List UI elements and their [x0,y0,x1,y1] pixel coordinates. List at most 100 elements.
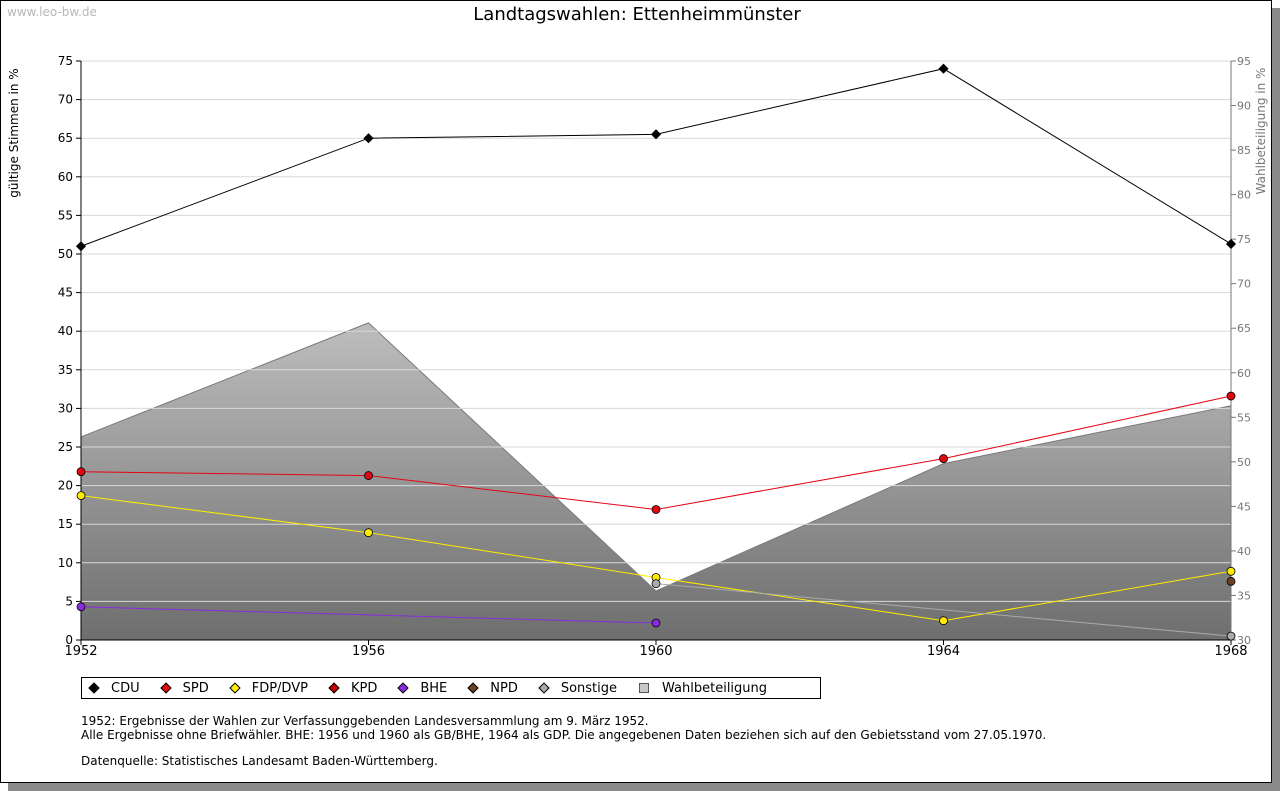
point-spd [364,471,373,480]
legend-marker-spd [159,682,172,694]
series-points [75,63,1237,641]
y-tick-label: 75 [58,54,73,68]
legend-item-sonstige: Sonstige [538,680,618,696]
legend-label-spd: SPD [182,680,209,696]
point-cdu [938,63,949,74]
legend-item-npd: NPD [467,680,518,696]
chart-svg: 0 5 10 15 20 25 30 35 40 45 50 55 60 65 70 75 30 35 40 45 50… [7,54,1268,659]
legend-marker-wahlbeteiligung [639,683,650,693]
y-tick-label: 45 [58,286,73,300]
chart-title: Landtagswahlen: Ettenheimmünster [473,4,801,25]
footnote-2: Alle Ergebnisse ohne Briefwähler. BHE: 1… [81,728,1047,742]
turnout-area [81,322,1231,640]
y-tick-label: 10 [58,556,73,570]
y-tick-label: 60 [58,170,73,184]
y2-tick-label: 75 [1237,233,1251,246]
legend-item-wahlbeteiligung: Wahlbeteiligung [639,681,767,696]
legend-item-cdu: CDU [88,680,140,696]
series-line-sonstige [655,583,1232,637]
point-fdp-dvp [364,528,373,538]
legend-marker-sonstige [538,682,550,694]
data-source: Datenquelle: Statistisches Landesamt Bad… [81,754,438,768]
y-tick-label: 70 [58,93,73,107]
y2-tick-label: 45 [1237,500,1251,513]
legend-marker-cdu [88,682,100,694]
x-tick-label: 1956 [352,644,385,659]
legend-item-kpd: KPD [328,680,378,696]
shadow-bottom [8,783,1280,791]
footnote-1: 1952: Ergebnisse der Wahlen zur Verfassu… [81,714,649,728]
y-tick-label: 55 [58,208,73,222]
y2-tick-label: 55 [1237,411,1251,424]
y2-tick-label: 80 [1237,189,1251,202]
y2-tick-label: 30 [1237,634,1251,647]
point-bhe [651,618,661,628]
y-tick-label: 25 [58,440,73,454]
point-cdu [363,133,374,144]
legend-label-wahlbeteiligung: Wahlbeteiligung [662,680,768,696]
legend-label-sonstige: Sonstige [560,680,618,696]
legend-label-fdp-dvp: FDP/DVP [251,680,308,696]
gridlines [81,60,1231,602]
legend-marker-kpd [328,682,340,694]
legend-marker-npd [467,682,479,694]
axes: 0 5 10 15 20 25 30 35 40 45 50 55 60 65 70 75 30 35 40 45 50… [58,54,1251,659]
y2-tick-label: 60 [1237,367,1251,380]
y-tick-label: 50 [58,247,73,261]
y-tick-label: 5 [65,594,73,608]
y-tick-label: 30 [58,401,73,415]
y2-tick-label: 90 [1237,100,1251,113]
point-cdu [650,129,662,140]
legend-item-bhe: BHE [397,680,448,696]
x-tick-label: 1960 [639,644,672,659]
point-spd [651,505,661,514]
y-tick-label: 0 [65,633,73,647]
point-spd [939,454,948,463]
point-fdp-dvp [1226,566,1236,576]
y-tick-label: 65 [58,131,73,145]
x-tick-label: 1968 [1214,644,1247,659]
shadow-right [1272,8,1280,791]
y2-tick-label: 35 [1237,589,1251,602]
turnout-area-group [80,322,1232,640]
y2-tick-label: 85 [1237,144,1251,157]
y-axis-label: gültige Stimmen in % [7,68,21,197]
series-line-cdu [80,68,1232,247]
y-tick-label: 20 [58,479,73,493]
turnout-line [80,322,1232,592]
point-bhe [76,602,86,612]
point-sonstige [651,579,661,589]
point-spd [1226,391,1236,401]
point-cdu [1225,238,1237,250]
y2-tick-label: 95 [1237,55,1251,68]
legend: CDU SPD FDP/DVP KPD BHE NPD Sonstige Wahlbeteil… [81,677,821,699]
y2-tick-label: 50 [1237,456,1251,469]
point-fdp-dvp [939,616,948,626]
y2-tick-label: 40 [1237,545,1251,558]
legend-marker-fdp-dvp [229,682,241,694]
legend-item-fdp-dvp: FDP/DVP [229,680,308,696]
x-tick-label: 1952 [64,644,97,659]
watermark: www.leo-bw.de [7,5,97,19]
point-spd [76,467,86,477]
point-sonstige [1226,631,1236,641]
legend-label-kpd: KPD [350,680,378,696]
x-tick-label: 1964 [927,644,960,659]
y-tick-label: 40 [58,324,73,338]
y-tick-label: 15 [58,517,73,531]
y2-axis-label: Wahlbeteiligung in % [1254,68,1268,195]
y2-tick-label: 70 [1237,278,1251,291]
series-line-bhe [80,606,657,624]
legend-label-cdu: CDU [111,680,140,696]
footnotes: 1952: Ergebnisse der Wahlen zur Verfassu… [81,714,1046,768]
point-npd [1226,576,1236,586]
y2-tick-label: 65 [1237,322,1251,335]
point-cdu [75,241,87,252]
point-fdp-dvp [76,491,86,501]
legend-marker-bhe [397,682,409,694]
legend-label-bhe: BHE [420,680,448,696]
y-tick-label: 35 [58,363,73,377]
legend-label-npd: NPD [490,680,518,696]
legend-item-spd: SPD [159,680,209,696]
